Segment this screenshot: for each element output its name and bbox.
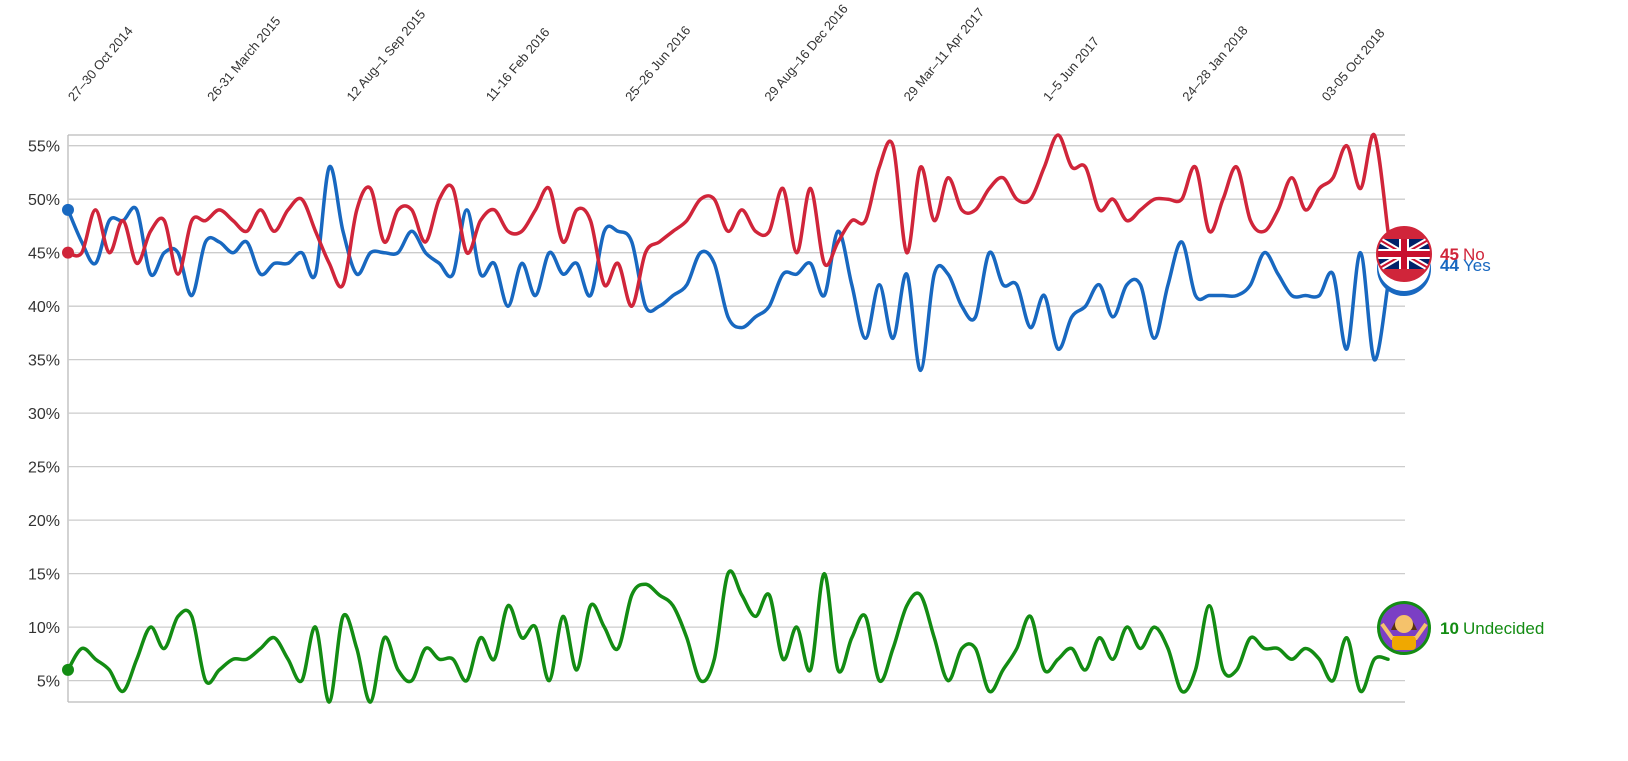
y-tick-label: 10%: [28, 620, 60, 637]
series-start-dot-undecided: [62, 663, 74, 676]
end-value-yes: 44: [1440, 256, 1459, 275]
y-tick-label: 40%: [28, 299, 60, 316]
x-tick-label: 29 Aug–16 Dec 2016: [761, 1, 851, 104]
series-lines: [62, 133, 1390, 704]
series-line-undecided: [66, 569, 1390, 704]
uk-flag-icon: [1376, 226, 1432, 282]
x-tick-label: 29 Mar–11 Apr 2017: [901, 5, 988, 104]
y-tick-label: 30%: [28, 406, 60, 423]
y-tick-label: 50%: [28, 192, 60, 209]
shrug-person-icon: [1377, 601, 1431, 655]
x-tick-label: 26-31 March 2015: [204, 13, 283, 103]
end-value-undecided: 10: [1440, 619, 1459, 638]
series-start-dot-no: [62, 246, 74, 259]
y-tick-label: 25%: [28, 460, 60, 477]
end-name-undecided: Undecided: [1463, 619, 1544, 638]
y-tick-label: 20%: [28, 513, 60, 530]
end-labels: 44 Yes 10 Undecided 45 No: [1376, 226, 1544, 655]
x-tick-label: 25–26 Jun 2016: [622, 23, 693, 104]
y-tick-label: 35%: [28, 353, 60, 370]
series-start-dot-yes: [62, 203, 74, 216]
x-tick-label: 11-16 Feb 2016: [483, 25, 553, 104]
series-line-no: [66, 133, 1390, 308]
series-line-yes: [66, 165, 1390, 373]
x-tick-label: 03-05 Oct 2018: [1319, 26, 1388, 104]
end-value-no: 45: [1440, 245, 1459, 264]
end-name-yes: Yes: [1463, 256, 1491, 275]
x-tick-label: 27–30 Oct 2014: [65, 23, 136, 104]
y-tick-label: 45%: [28, 246, 60, 263]
y-tick-label: 55%: [28, 139, 60, 156]
x-tick-label: 1–5 Jun 2017: [1040, 34, 1102, 104]
x-tick-label: 12 Aug–1 Sep 2015: [343, 7, 428, 104]
y-axis-ticks: 5% 10% 15% 20% 25% 30% 35% 40% 45% 50% 55%: [28, 139, 60, 691]
y-tick-label: 15%: [28, 567, 60, 584]
end-name-no: No: [1463, 245, 1485, 264]
y-tick-label: 5%: [37, 674, 60, 691]
x-axis-ticks: 27–30 Oct 2014 26-31 March 2015 12 Aug–1 S…: [65, 1, 1388, 104]
x-tick-label: 24–28 Jan 2018: [1179, 23, 1250, 104]
